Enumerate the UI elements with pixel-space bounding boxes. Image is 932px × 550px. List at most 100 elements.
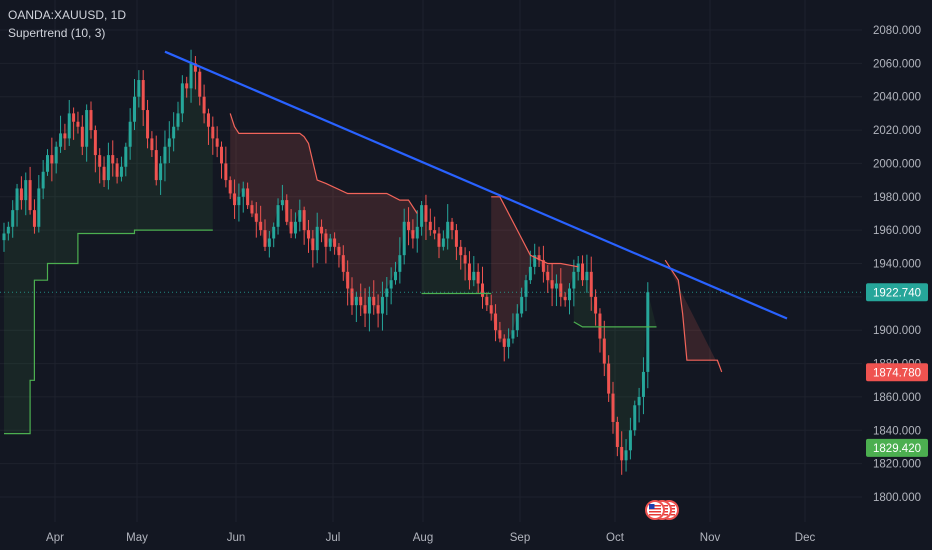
candle[interactable] xyxy=(363,288,367,328)
candle[interactable] xyxy=(193,56,197,90)
candle[interactable] xyxy=(550,263,554,307)
candle[interactable] xyxy=(263,219,267,251)
candle[interactable] xyxy=(154,135,158,186)
candle[interactable] xyxy=(594,289,598,326)
candle[interactable] xyxy=(337,243,341,268)
candle[interactable] xyxy=(159,156,163,195)
candle[interactable] xyxy=(276,198,280,235)
event-markers[interactable] xyxy=(645,500,679,520)
candle[interactable] xyxy=(137,70,141,108)
indicator-label[interactable]: Supertrend (10, 3) xyxy=(8,26,106,40)
candle[interactable] xyxy=(89,101,93,139)
candle[interactable] xyxy=(115,158,119,184)
candle[interactable] xyxy=(189,49,193,103)
candle[interactable] xyxy=(2,222,6,252)
candle[interactable] xyxy=(537,246,541,267)
candle[interactable] xyxy=(446,204,450,250)
candle[interactable] xyxy=(463,247,467,281)
candle[interactable] xyxy=(628,417,632,460)
candle[interactable] xyxy=(119,156,123,182)
candle[interactable] xyxy=(250,200,254,218)
candle[interactable] xyxy=(459,239,463,270)
candle[interactable] xyxy=(372,280,376,315)
candle[interactable] xyxy=(498,321,502,343)
candle[interactable] xyxy=(428,208,432,236)
candle[interactable] xyxy=(437,227,441,259)
candle[interactable] xyxy=(420,201,424,236)
candle[interactable] xyxy=(280,184,284,211)
candle[interactable] xyxy=(385,277,389,316)
candle[interactable] xyxy=(167,121,171,164)
candle[interactable] xyxy=(328,233,332,252)
candle[interactable] xyxy=(472,256,476,287)
candle[interactable] xyxy=(441,230,445,251)
candle[interactable] xyxy=(524,274,528,312)
candle[interactable] xyxy=(224,146,228,188)
candle[interactable] xyxy=(311,230,315,268)
candle[interactable] xyxy=(233,179,237,219)
candle[interactable] xyxy=(576,256,580,281)
candle[interactable] xyxy=(559,268,563,307)
candle[interactable] xyxy=(76,111,80,134)
candle[interactable] xyxy=(289,209,293,239)
candle[interactable] xyxy=(359,283,363,317)
candle[interactable] xyxy=(511,313,515,344)
candle[interactable] xyxy=(146,99,150,149)
candle[interactable] xyxy=(111,140,115,177)
candle[interactable] xyxy=(150,131,154,157)
candle[interactable] xyxy=(246,182,250,210)
candle[interactable] xyxy=(341,245,345,281)
candle[interactable] xyxy=(28,166,32,215)
candle[interactable] xyxy=(633,400,637,436)
candle[interactable] xyxy=(433,216,437,240)
candle[interactable] xyxy=(528,250,532,284)
candle[interactable] xyxy=(6,221,10,241)
candle[interactable] xyxy=(46,149,49,176)
candle[interactable] xyxy=(241,181,245,213)
candle[interactable] xyxy=(67,99,71,146)
candle[interactable] xyxy=(307,220,310,253)
candle[interactable] xyxy=(598,308,602,353)
candle[interactable] xyxy=(533,243,537,275)
candle[interactable] xyxy=(398,237,402,284)
candle[interactable] xyxy=(19,176,23,210)
candle[interactable] xyxy=(206,108,210,145)
candle[interactable] xyxy=(568,283,571,315)
candle[interactable] xyxy=(37,175,41,233)
candle[interactable] xyxy=(50,137,54,182)
candle[interactable] xyxy=(585,254,589,293)
candle[interactable] xyxy=(481,266,484,309)
price-axis[interactable]: 2080.000 2060.000 2040.000 2020.000 2000.000… xyxy=(862,0,932,550)
candle[interactable] xyxy=(476,263,480,294)
candle[interactable] xyxy=(163,130,167,182)
candle[interactable] xyxy=(541,245,545,283)
candle[interactable] xyxy=(611,381,615,434)
candle[interactable] xyxy=(454,224,458,261)
candle[interactable] xyxy=(11,200,15,238)
candle[interactable] xyxy=(128,108,132,160)
candle[interactable] xyxy=(589,256,593,311)
candle[interactable] xyxy=(615,416,619,457)
candle[interactable] xyxy=(424,194,428,241)
candle[interactable] xyxy=(402,208,406,265)
candle[interactable] xyxy=(254,202,258,238)
candle[interactable] xyxy=(350,277,354,315)
symbol-title[interactable]: OANDA:XAUUSD, 1D xyxy=(8,8,127,22)
candle[interactable] xyxy=(572,259,576,307)
candle[interactable] xyxy=(298,199,302,232)
candle[interactable] xyxy=(63,123,67,151)
candle[interactable] xyxy=(546,265,550,293)
candle[interactable] xyxy=(133,79,136,130)
us-flag-icon[interactable] xyxy=(645,500,665,520)
candle[interactable] xyxy=(85,104,89,162)
candle[interactable] xyxy=(102,156,106,187)
candle[interactable] xyxy=(507,328,511,359)
candle[interactable] xyxy=(515,304,519,337)
candle[interactable] xyxy=(98,148,102,184)
candle[interactable] xyxy=(180,75,184,123)
candle[interactable] xyxy=(346,260,350,306)
candle[interactable] xyxy=(485,292,489,311)
trendline[interactable] xyxy=(0,50,862,320)
candle[interactable] xyxy=(72,107,76,140)
candle[interactable] xyxy=(376,294,380,328)
